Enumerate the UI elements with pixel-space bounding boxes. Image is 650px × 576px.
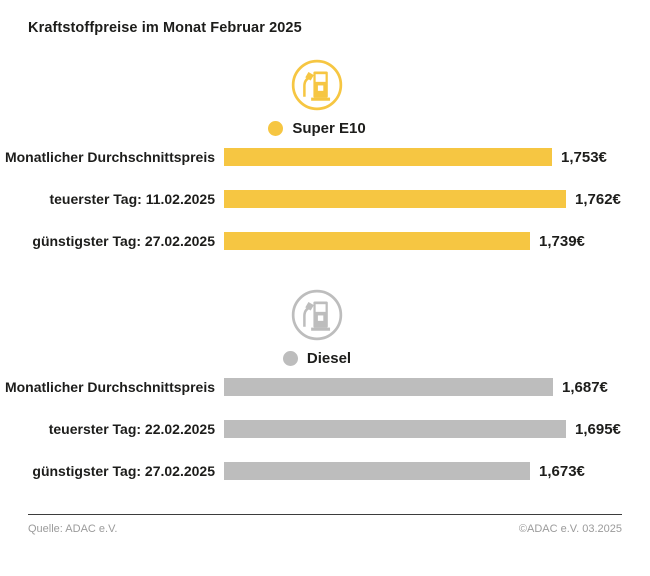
bar-row: günstigster Tag: 27.02.2025 1,673€ [0, 462, 650, 480]
price-bar [224, 420, 566, 438]
section-super-e10: Super E10 Monatlicher Durchschnittspreis… [0, 58, 650, 274]
bar-row: Monatlicher Durchschnittspreis 1,753€ [0, 148, 650, 166]
fuel-pump-icon [0, 288, 642, 342]
bar-label: günstigster Tag: 27.02.2025 [32, 463, 215, 479]
fuel-pump-icon [291, 289, 343, 341]
legend-dot [282, 350, 298, 366]
section-diesel: Diesel Monatlicher Durchschnittspreis 1,6… [0, 288, 650, 504]
bar-label: teuerster Tag: 11.02.2025 [49, 191, 215, 207]
bar-label: günstigster Tag: 27.02.2025 [32, 233, 215, 249]
fuel-pump-icon [0, 58, 642, 112]
price-value: 1,762€ [575, 190, 621, 208]
legend-label: Super E10 [292, 119, 366, 137]
bar-row: günstigster Tag: 27.02.2025 1,739€ [0, 232, 650, 250]
page-title: Kraftstoffpreise im Monat Februar 2025 [28, 20, 302, 36]
price-bar [224, 148, 552, 166]
price-bar [224, 190, 566, 208]
legend-label: Diesel [306, 349, 352, 367]
bar-label: Monatlicher Durchschnittspreis [4, 149, 215, 165]
bar-rows: Monatlicher Durchschnittspreis 1,753€ teue… [0, 148, 650, 250]
footer: Quelle: ADAC e.V. ©ADAC e.V. 03.2025 [28, 514, 622, 535]
bar-row: Monatlicher Durchschnittspreis 1,687€ [0, 378, 650, 396]
bar-row: teuerster Tag: 22.02.2025 1,695€ [0, 420, 650, 438]
price-bar [224, 378, 553, 396]
price-value: 1,753€ [561, 148, 607, 166]
price-value: 1,695€ [575, 420, 621, 438]
price-bar [224, 462, 530, 480]
bar-rows: Monatlicher Durchschnittspreis 1,687€ teue… [0, 378, 650, 480]
bar-label: Monatlicher Durchschnittspreis [4, 379, 215, 395]
price-value: 1,739€ [539, 232, 585, 250]
bar-label: teuerster Tag: 22.02.2025 [48, 421, 215, 437]
legend: Diesel [0, 348, 642, 368]
footer-source: Quelle: ADAC e.V. [28, 523, 118, 535]
price-bar [224, 232, 530, 250]
bar-row: teuerster Tag: 11.02.2025 1,762€ [0, 190, 650, 208]
fuel-pump-icon [291, 59, 343, 111]
price-value: 1,687€ [562, 378, 608, 396]
footer-copyright: ©ADAC e.V. 03.2025 [518, 523, 622, 535]
legend-dot [268, 120, 284, 136]
price-value: 1,673€ [539, 462, 585, 480]
legend: Super E10 [0, 118, 642, 138]
